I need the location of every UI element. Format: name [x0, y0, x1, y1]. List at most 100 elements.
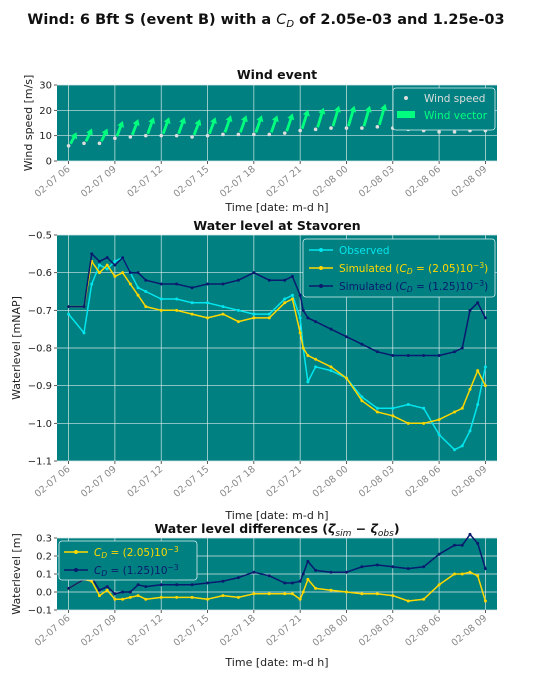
- wind-speed-point: [205, 133, 210, 138]
- legend-observed: Observed: [339, 245, 390, 257]
- diff-125-point: [221, 579, 225, 583]
- wind-vector-arrow: [270, 115, 279, 133]
- sim-125-point: [159, 282, 163, 286]
- diff-125-point: [97, 588, 101, 592]
- sim-205-point: [406, 421, 410, 425]
- observed-point: [136, 286, 140, 290]
- wind-vector-arrow: [177, 117, 186, 135]
- diff-205-point: [391, 594, 395, 598]
- sim-205-point: [221, 312, 225, 316]
- legend-diff-125-marker: [74, 568, 78, 572]
- diff-125-point: [329, 570, 333, 574]
- sim-205-point: [301, 346, 305, 350]
- diff-125-point: [136, 583, 140, 587]
- wind-speed-point: [128, 135, 133, 139]
- wind-legend-box: [392, 87, 496, 131]
- diff-125-point: [290, 581, 294, 585]
- water-level-panel: Water level at Stavoren −1.1 −1.0 −0.9 −0.8…: [10, 218, 497, 522]
- wind-speed-point: [190, 135, 194, 139]
- sim-125-point: [453, 350, 457, 354]
- wind-speed-point: [298, 128, 302, 133]
- observed-point: [252, 312, 256, 316]
- wind-xlabel: Time [date: m-d h]: [224, 201, 328, 214]
- diff-205-point: [90, 579, 94, 583]
- wind-speed-point: [329, 126, 333, 130]
- observed-point: [422, 406, 426, 410]
- xtick-label: 02-07 06: [33, 464, 73, 500]
- wind-speed-point: [267, 132, 272, 137]
- sim-205-point: [136, 293, 140, 297]
- ytick-label: 0: [46, 157, 52, 168]
- sim-205-point: [344, 376, 348, 380]
- sim-205-point: [105, 263, 109, 267]
- diff-205-point: [290, 592, 294, 596]
- sim-125-point: [236, 278, 240, 282]
- wind-vector-arrow: [146, 117, 156, 135]
- diff-125-point: [252, 570, 256, 574]
- sim-205-point: [298, 331, 302, 335]
- observed-point: [159, 297, 163, 301]
- xtick-label: 02-07 09: [79, 464, 119, 500]
- observed-point: [221, 305, 225, 309]
- ytick-label: −0.5: [28, 231, 52, 242]
- water-level-marks: [67, 252, 487, 452]
- diff-125-point: [267, 574, 271, 578]
- wind-speed-point: [236, 132, 241, 137]
- wind-speed-point: [159, 133, 164, 138]
- observed-point: [391, 406, 395, 410]
- differences-panel: Water level differences (ζsim − ζobs) −0…: [10, 521, 497, 669]
- sim-205-point: [329, 365, 333, 369]
- diff-125-point: [144, 585, 148, 589]
- xtick-label: 02-07 18: [218, 613, 258, 649]
- wind-speed-point: [344, 126, 349, 130]
- xtick-label: 02-08 06: [403, 613, 443, 649]
- wind-speed-point: [174, 133, 179, 138]
- wind-vector-arrow: [362, 105, 372, 127]
- sim-125-point: [360, 342, 364, 346]
- legend-sim-125-marker: [319, 284, 323, 288]
- diff-125-point: [206, 581, 210, 585]
- ytick-label: −0.6: [28, 268, 52, 279]
- observed-point: [206, 301, 210, 305]
- xtick-label: 02-08 00: [311, 464, 351, 500]
- diff-205-point: [252, 592, 256, 596]
- diff-125-point: [314, 568, 318, 572]
- sim-205-point: [236, 320, 240, 324]
- observed-point: [329, 369, 333, 373]
- diff-205-point: [329, 588, 333, 592]
- sim-125-point: [221, 282, 225, 286]
- observed-point: [483, 365, 487, 369]
- sim-125-point: [344, 335, 348, 339]
- sim-205-point: [290, 297, 294, 301]
- sim-125-point: [298, 293, 302, 297]
- sim-205-point: [422, 421, 426, 425]
- observed-point: [82, 331, 86, 335]
- diff-205-point: [344, 590, 348, 594]
- water-level-xticks: 02-07 06 02-07 09 02-07 12 02-07 15 02-07 18…: [33, 461, 490, 500]
- wind-vector-arrow: [84, 128, 93, 142]
- xtick-label: 02-07 18: [218, 464, 258, 500]
- diff-125-point: [298, 579, 302, 583]
- xtick-label: 02-07 21: [264, 164, 304, 200]
- ytick-label: −1.0: [28, 419, 52, 430]
- diff-125-point: [437, 552, 441, 556]
- differences-xticks: 02-07 06 02-07 09 02-07 12 02-07 15 02-07 18…: [33, 610, 489, 649]
- legend-sim-125: Simulated (CD = (1.25)10−3): [339, 279, 488, 294]
- wind-vector-arrow: [239, 115, 248, 133]
- xtick-label: 02-07 15: [172, 613, 212, 649]
- observed-point: [476, 403, 480, 406]
- diff-205-point: [476, 574, 480, 578]
- panel-title-wind: Wind event: [237, 67, 317, 82]
- diff-125-point: [453, 543, 457, 547]
- sim-205-point: [175, 308, 179, 312]
- xtick-label: 02-08 09: [450, 464, 490, 500]
- legend-diff-205: CD = (2.05)10−3: [94, 545, 179, 560]
- differences-legend: CD = (2.05)10−3 CD = (1.25)10−3: [58, 540, 198, 581]
- sim-205-point: [468, 387, 472, 391]
- diff-205-point: [283, 592, 287, 596]
- xtick-label: 02-08 03: [357, 464, 397, 500]
- observed-point: [283, 297, 287, 301]
- wind-vector-arrow: [131, 119, 140, 136]
- sim-125-point: [422, 354, 426, 358]
